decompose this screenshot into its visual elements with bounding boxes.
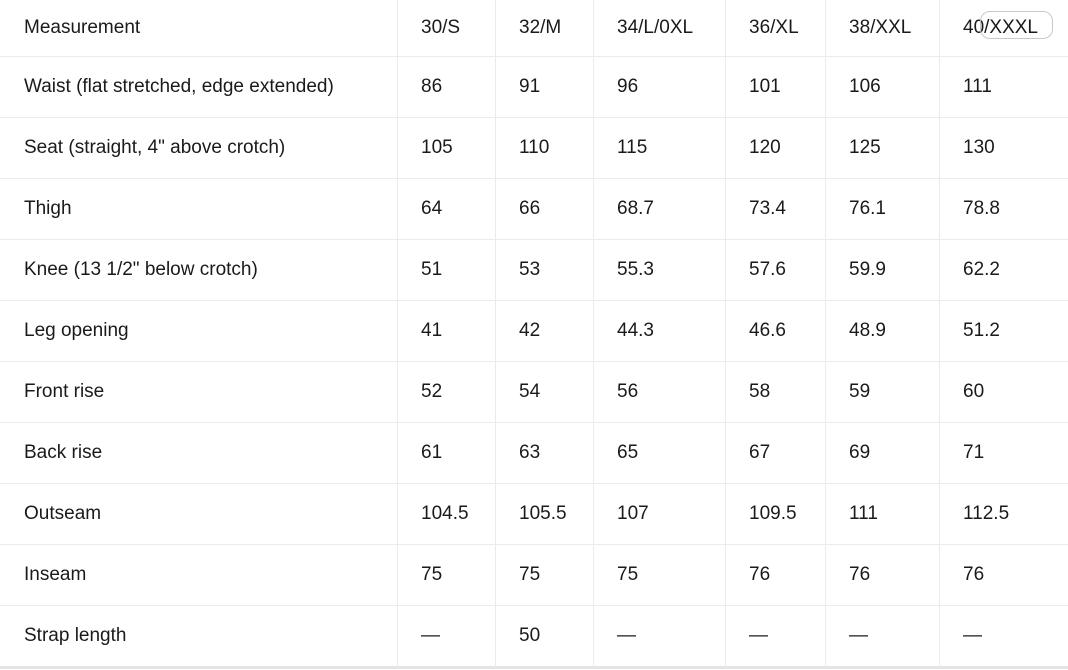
row-label: Waist (flat stretched, edge extended) [0,57,398,118]
table-cell: 109.5 [726,484,826,545]
table-cell: 96 [594,57,726,118]
table-cell: 68.7 [594,179,726,240]
table-cell: 125 [826,118,940,179]
table-cell: — [940,606,1068,669]
table-cell: 91 [496,57,594,118]
overlay-badge [980,11,1053,39]
table-cell: 105.5 [496,484,594,545]
table-cell: 76 [726,545,826,606]
table-cell: 73.4 [726,179,826,240]
table-cell: 52 [398,362,496,423]
table-cell: 78.8 [940,179,1068,240]
row-label: Knee (13 1/2" below crotch) [0,240,398,301]
row-label: Seat (straight, 4" above crotch) [0,118,398,179]
table-cell: 115 [594,118,726,179]
header-cell: 32/M [496,0,594,57]
table-cell: 51.2 [940,301,1068,362]
table-cell: 61 [398,423,496,484]
table-cell: 101 [726,57,826,118]
table-cell: 56 [594,362,726,423]
table-cell: 66 [496,179,594,240]
table-cell: 110 [496,118,594,179]
row-label: Back rise [0,423,398,484]
table-cell: 60 [940,362,1068,423]
table-cell: 76 [826,545,940,606]
table-cell: 76.1 [826,179,940,240]
table-cell: 64 [398,179,496,240]
table-cell: 55.3 [594,240,726,301]
table-cell: — [826,606,940,669]
table-cell: 59 [826,362,940,423]
table-cell: 48.9 [826,301,940,362]
table-cell: 105 [398,118,496,179]
table-cell: 42 [496,301,594,362]
header-cell: 36/XL [726,0,826,57]
table-cell: 76 [940,545,1068,606]
table-cell: 75 [398,545,496,606]
header-cell: Measurement [0,0,398,57]
table-cell: 50 [496,606,594,669]
table-cell: 57.6 [726,240,826,301]
table-cell: 58 [726,362,826,423]
table-cell: 63 [496,423,594,484]
table-cell: 67 [726,423,826,484]
table-cell: 53 [496,240,594,301]
table-cell: 41 [398,301,496,362]
table-cell: 59.9 [826,240,940,301]
header-cell: 30/S [398,0,496,57]
row-label: Outseam [0,484,398,545]
row-label: Inseam [0,545,398,606]
table-cell: 69 [826,423,940,484]
header-cell: 38/XXL [826,0,940,57]
row-label: Strap length [0,606,398,669]
table-cell: 65 [594,423,726,484]
row-label: Front rise [0,362,398,423]
table-cell: — [398,606,496,669]
table-cell: 44.3 [594,301,726,362]
table-cell: 75 [496,545,594,606]
table-cell: 54 [496,362,594,423]
row-label: Thigh [0,179,398,240]
table-cell: 111 [826,484,940,545]
table-cell: 111 [940,57,1068,118]
row-label: Leg opening [0,301,398,362]
table-cell: 120 [726,118,826,179]
table-cell: 106 [826,57,940,118]
table-cell: 46.6 [726,301,826,362]
table-cell: 75 [594,545,726,606]
table-cell: 107 [594,484,726,545]
table-cell: 51 [398,240,496,301]
table-cell: 62.2 [940,240,1068,301]
table-cell: 112.5 [940,484,1068,545]
table-cell: 86 [398,57,496,118]
table-cell: — [594,606,726,669]
table-cell: 104.5 [398,484,496,545]
table-cell: — [726,606,826,669]
table-cell: 130 [940,118,1068,179]
header-cell: 34/L/0XL [594,0,726,57]
table-cell: 71 [940,423,1068,484]
